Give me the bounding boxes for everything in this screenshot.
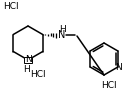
Text: N: N (25, 55, 31, 65)
Text: HCl: HCl (101, 81, 117, 90)
Text: H: H (59, 25, 65, 34)
Text: N: N (58, 30, 66, 40)
Text: HCl: HCl (30, 70, 46, 79)
Text: N: N (115, 63, 122, 72)
Bar (24, 57, 32, 63)
Text: HCl: HCl (3, 2, 19, 11)
Text: H: H (24, 65, 30, 74)
